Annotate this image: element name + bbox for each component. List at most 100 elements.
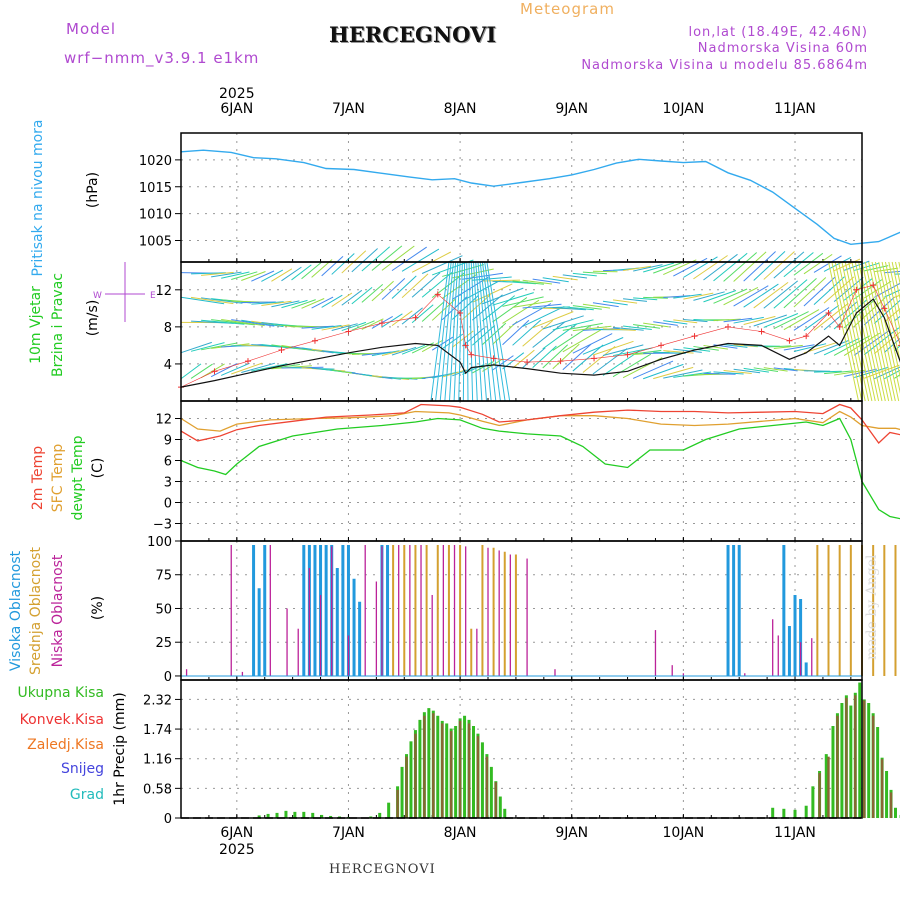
wind-arrow [793, 343, 827, 352]
precip-total-bar [418, 719, 422, 818]
wind-arrow [482, 322, 507, 346]
wind-arrow [813, 340, 849, 355]
wind-arrow [190, 296, 234, 305]
wind-arrow [220, 362, 250, 376]
precip-conv-bar [432, 713, 435, 819]
y-tick-label: 0.58 [143, 782, 172, 797]
precip-conv-bar [441, 723, 444, 819]
precip-total-bar [885, 770, 889, 818]
y-tick-label: 9 [164, 434, 172, 449]
precip-total-bar [876, 727, 880, 819]
wind-arrow [512, 319, 542, 346]
y-tick-label: 1020 [139, 154, 172, 169]
wind-convergence-line [481, 261, 501, 402]
wind-arrow [562, 343, 592, 371]
wind-arrow [180, 296, 225, 305]
precip-total-bar [436, 715, 440, 818]
wind-arrow [783, 252, 814, 278]
precip-total-bar [302, 811, 306, 818]
low-cloud-title: Niska Oblacnost [50, 554, 66, 667]
precip-conv-bar [476, 736, 480, 819]
y-tick-label: 0 [164, 497, 172, 512]
wind-arrow [753, 251, 786, 281]
wind-arrow [633, 297, 658, 301]
precip-total-bar [445, 723, 449, 819]
wind-arrow [331, 323, 358, 331]
wind-arrow [592, 270, 618, 273]
wind-arrow [442, 264, 484, 277]
model-label: Model [66, 20, 117, 38]
wind-arrow [421, 339, 444, 353]
wind-arrow [602, 328, 636, 331]
wind-arrow [572, 344, 604, 372]
wind-arrow [803, 304, 840, 331]
model-name: wrf−nmm_v3.9.1 e1km [64, 49, 260, 67]
precip-conv-bar [467, 723, 471, 819]
wind-arrow [311, 296, 334, 309]
wind-storm-line [851, 261, 883, 402]
wind-arrow [291, 299, 316, 309]
wind-arrow [813, 302, 849, 331]
wind-arrow [211, 271, 242, 278]
elevation-label: Nadmorska Visina 60m [697, 41, 868, 56]
wind-arrow [612, 353, 652, 378]
wind-arrow [522, 306, 563, 327]
wind-arrow [512, 280, 544, 285]
y-tick-label: 0 [164, 812, 172, 827]
wind-arrow [351, 248, 378, 273]
wind-arrow [643, 296, 668, 299]
bottom-year-label: 2025 [219, 842, 255, 858]
wind-arrow [612, 326, 644, 331]
wind-storm-line [834, 261, 866, 402]
wind-arrow [713, 252, 748, 282]
precip-total-bar [284, 810, 288, 819]
wind-arrow [271, 268, 293, 282]
wind-convergence-line [435, 261, 452, 402]
y-tick-label: 6 [164, 455, 172, 470]
wind-arrow [713, 288, 748, 304]
precip-total-bar [771, 807, 775, 818]
precip-legend-item: Snijeg [61, 761, 104, 777]
wind-arrow [763, 313, 799, 328]
wind-arrow [783, 278, 817, 309]
wind-arrow [231, 271, 258, 280]
wind-arrow [221, 271, 250, 279]
precip-total-bar [893, 807, 897, 818]
top-day-label: 6JAN [220, 101, 253, 117]
wind-arrow [602, 300, 628, 306]
wind-arrow [653, 351, 686, 354]
wind-arrow [602, 344, 644, 357]
wind-arrow [442, 369, 467, 378]
wind-arrow [401, 273, 429, 299]
wind-arrow [241, 319, 284, 328]
wind-arrow [623, 265, 652, 271]
precip-legend-item: Grad [70, 787, 104, 803]
wind-arrow [251, 301, 284, 305]
wind-arrow [431, 298, 456, 321]
wind-arrow [180, 341, 212, 354]
wind-arrow [451, 330, 474, 348]
wind-arrow [201, 342, 238, 351]
wind-arrow [251, 270, 275, 282]
precip-total-bar [454, 726, 458, 818]
wind-arrow [522, 279, 552, 285]
y-tick-label: 0 [164, 670, 172, 685]
wind-arrow [753, 281, 789, 309]
wind-arrow [763, 280, 799, 309]
wind-storm-line [861, 261, 893, 402]
wind-title-line1: 10m Vjetar [28, 286, 44, 364]
wind-arrow [773, 311, 809, 330]
model-elevation-label: Nadmorska Visina u modelu 85.6864m [581, 58, 868, 73]
wind-arrow [231, 319, 275, 327]
wind-arrow [592, 348, 628, 375]
wind-arrow [853, 329, 890, 356]
wind-storm-line [891, 261, 900, 301]
wind-arrow [201, 271, 234, 276]
wind-arrow [773, 344, 803, 350]
wind-arrow [532, 345, 557, 369]
wind-storm-line [854, 261, 886, 402]
pressure-line [180, 149, 900, 246]
wind-storm-line [844, 261, 876, 402]
wind-arrow [572, 333, 613, 354]
wind-arrow [833, 335, 871, 356]
